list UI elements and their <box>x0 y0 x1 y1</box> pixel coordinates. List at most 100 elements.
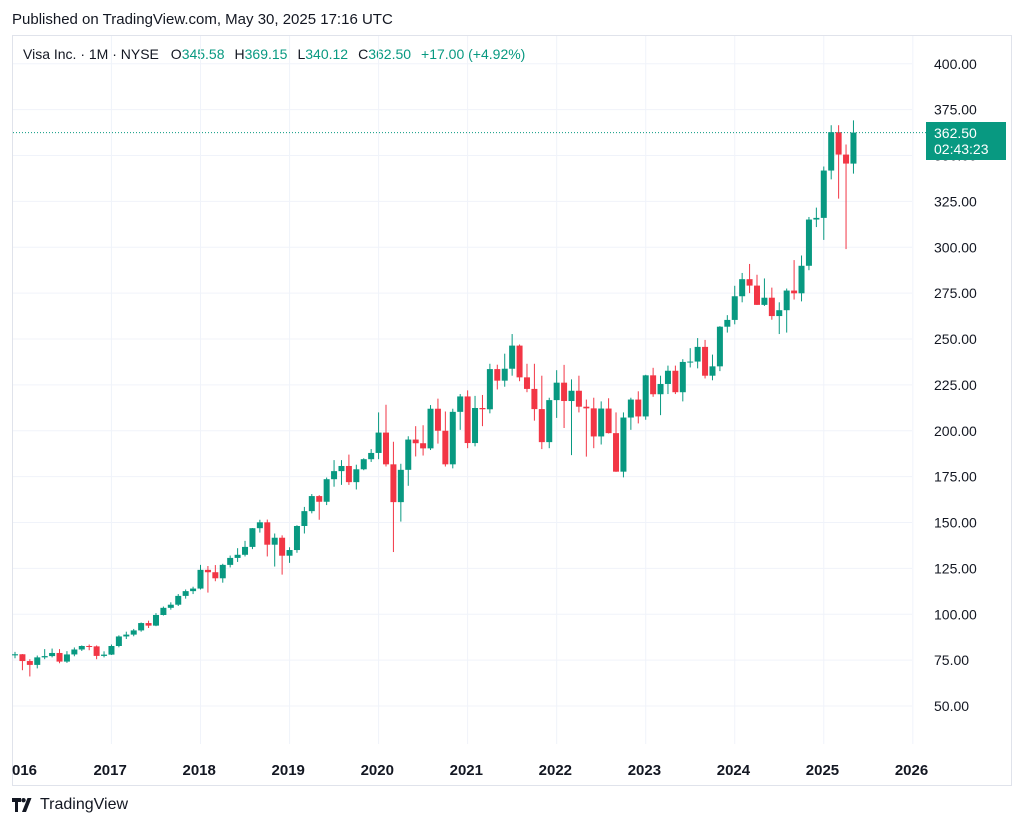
candle-body <box>746 279 753 286</box>
candle <box>212 565 219 582</box>
candle <box>383 404 389 467</box>
candle <box>338 460 345 485</box>
candle <box>479 394 486 427</box>
candle-body <box>405 439 412 470</box>
low-label: L <box>297 46 306 62</box>
candle <box>63 651 70 663</box>
candle <box>93 645 100 660</box>
candle <box>167 602 174 610</box>
candle-body <box>242 546 249 555</box>
candle-body <box>850 132 857 164</box>
candle-body <box>627 399 634 418</box>
candle-body <box>234 554 241 558</box>
candle <box>242 540 249 557</box>
candle <box>26 659 33 677</box>
candle-body <box>308 496 315 512</box>
candle-body <box>286 550 293 556</box>
candle-body <box>523 377 530 389</box>
candle <box>331 460 338 487</box>
candle <box>293 525 300 553</box>
candle-body <box>86 645 93 647</box>
candle-body <box>605 408 612 434</box>
candle-body <box>397 469 404 503</box>
footer-brand-text: TradingView <box>40 796 129 813</box>
candle <box>405 436 412 486</box>
candle <box>523 363 530 393</box>
candle-body <box>813 217 820 220</box>
candle <box>791 260 798 300</box>
candle-body <box>531 388 538 410</box>
open-value: 345.58 <box>181 46 225 62</box>
candle-body <box>664 370 671 384</box>
candle <box>694 338 701 369</box>
candle-body <box>375 432 382 453</box>
candle <box>427 405 434 451</box>
candle-body <box>41 656 48 658</box>
candle-body <box>212 572 219 579</box>
candle <box>702 339 709 379</box>
candle-body <box>805 219 812 266</box>
candle <box>828 125 835 180</box>
candle <box>264 519 271 557</box>
candle <box>12 651 18 659</box>
candle <box>709 354 716 381</box>
candle-body <box>739 279 746 297</box>
candle-body <box>561 382 568 402</box>
candle <box>412 426 419 457</box>
candle <box>805 216 812 271</box>
candle-body <box>479 407 486 410</box>
candle <box>820 166 827 240</box>
candle <box>754 274 760 306</box>
candle <box>642 374 649 420</box>
last-price-value: 362.50 <box>934 125 977 141</box>
candle <box>813 207 820 228</box>
candle <box>360 458 367 471</box>
candle-body <box>301 511 308 526</box>
candle <box>145 620 152 629</box>
candle <box>464 390 471 449</box>
y-tick-label: 325.00 <box>934 193 977 209</box>
candle <box>657 375 664 416</box>
candle <box>672 365 679 395</box>
tradingview-logo-icon <box>12 798 32 812</box>
candle-body <box>323 479 330 502</box>
candle <box>664 365 671 395</box>
candle <box>553 370 560 418</box>
candle <box>516 344 523 382</box>
candle <box>843 144 850 250</box>
candle <box>434 398 441 444</box>
candle-body <box>412 439 419 444</box>
candle-body <box>486 369 493 410</box>
candle <box>442 411 449 467</box>
candle <box>598 401 605 445</box>
candle-body <box>219 564 226 579</box>
x-tick-label: 2019 <box>272 762 305 779</box>
candle-body <box>130 630 137 635</box>
candle-body <box>145 623 152 626</box>
candle <box>353 464 360 490</box>
candle-body <box>635 399 642 417</box>
candle <box>501 353 508 387</box>
candle <box>761 278 768 306</box>
candle-body <box>108 645 115 655</box>
candle-body <box>598 408 605 437</box>
candle-body <box>353 469 360 483</box>
candle <box>627 397 634 430</box>
candle-body <box>820 170 827 218</box>
candle <box>190 586 197 595</box>
candle-body <box>49 652 56 657</box>
candle-body <box>716 326 723 367</box>
candle <box>101 651 108 658</box>
candle <box>249 528 256 550</box>
candle-body <box>383 432 389 465</box>
candle-body <box>204 569 211 573</box>
candle-body <box>101 654 108 656</box>
candle-body <box>175 595 182 605</box>
candle-body <box>754 285 760 305</box>
candle <box>546 397 553 449</box>
candle <box>724 315 731 333</box>
candle <box>561 364 568 428</box>
candle-body <box>642 375 649 417</box>
candle-body <box>553 382 560 401</box>
